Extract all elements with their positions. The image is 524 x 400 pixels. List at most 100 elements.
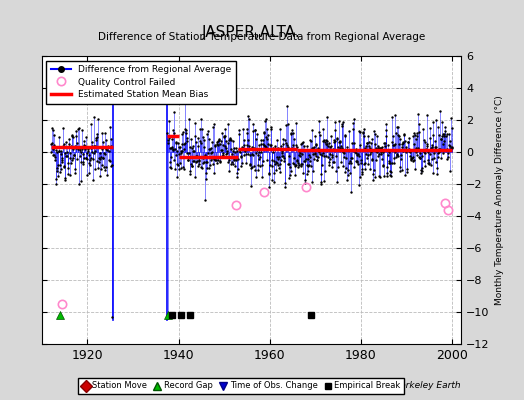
Point bbox=[404, 138, 412, 145]
Point bbox=[258, 137, 267, 143]
Point bbox=[356, 141, 364, 148]
Point bbox=[301, 177, 309, 184]
Point bbox=[428, 142, 436, 148]
Point bbox=[281, 179, 289, 186]
Point bbox=[167, 154, 175, 160]
Point bbox=[393, 124, 401, 130]
Point bbox=[69, 155, 77, 162]
Point bbox=[176, 144, 184, 150]
Point bbox=[249, 152, 258, 158]
Point bbox=[428, 144, 436, 150]
Point bbox=[339, 163, 347, 170]
Point bbox=[238, 144, 247, 150]
Point bbox=[367, 156, 376, 163]
Point bbox=[360, 161, 368, 168]
Point bbox=[58, 155, 66, 162]
Point bbox=[401, 172, 409, 179]
Point bbox=[355, 182, 364, 188]
Point bbox=[408, 147, 416, 154]
Point bbox=[294, 152, 303, 158]
Point bbox=[339, 119, 347, 126]
Point bbox=[64, 136, 73, 143]
Point bbox=[293, 158, 302, 164]
Point bbox=[87, 120, 95, 127]
Point bbox=[442, 146, 451, 153]
Point bbox=[253, 130, 261, 137]
Point bbox=[436, 155, 445, 162]
Point bbox=[167, 164, 175, 171]
Point bbox=[376, 174, 384, 180]
Point bbox=[359, 133, 368, 139]
Point bbox=[424, 160, 433, 166]
Point bbox=[101, 130, 109, 136]
Point bbox=[405, 135, 413, 141]
Point bbox=[195, 160, 204, 167]
Point bbox=[292, 162, 301, 168]
Point bbox=[288, 144, 296, 151]
Point bbox=[85, 156, 94, 163]
Point bbox=[88, 143, 96, 149]
Point bbox=[75, 146, 84, 153]
Point bbox=[322, 141, 331, 147]
Point bbox=[364, 152, 372, 158]
Point bbox=[269, 148, 277, 155]
Point bbox=[90, 143, 99, 149]
Point bbox=[421, 139, 429, 146]
Point bbox=[337, 121, 346, 127]
Point bbox=[260, 130, 269, 136]
Point bbox=[354, 153, 363, 159]
Point bbox=[376, 144, 385, 151]
Point bbox=[107, 161, 116, 168]
Point bbox=[310, 150, 319, 156]
Point bbox=[173, 162, 182, 168]
Point bbox=[423, 112, 432, 118]
Point bbox=[319, 138, 327, 145]
Point bbox=[98, 130, 106, 136]
Point bbox=[304, 168, 312, 174]
Point bbox=[298, 150, 307, 157]
Point bbox=[415, 121, 423, 128]
Point bbox=[77, 148, 85, 155]
Point bbox=[320, 178, 328, 184]
Point bbox=[364, 133, 372, 139]
Point bbox=[51, 157, 59, 163]
Point bbox=[420, 149, 429, 155]
Point bbox=[261, 116, 270, 122]
Point bbox=[199, 133, 207, 140]
Point bbox=[49, 132, 58, 139]
Point bbox=[220, 133, 228, 140]
Point bbox=[181, 91, 189, 97]
Point bbox=[424, 160, 433, 166]
Point bbox=[204, 128, 212, 135]
Point bbox=[390, 155, 398, 162]
Point bbox=[371, 130, 379, 137]
Point bbox=[244, 151, 252, 157]
Point bbox=[266, 125, 275, 132]
Point bbox=[182, 135, 191, 141]
Point bbox=[282, 142, 291, 148]
Point bbox=[218, 152, 226, 159]
Point bbox=[313, 157, 321, 164]
Point bbox=[179, 166, 188, 172]
Point bbox=[245, 152, 254, 159]
Point bbox=[205, 136, 213, 142]
Point bbox=[384, 152, 392, 158]
Point bbox=[427, 145, 435, 152]
Point bbox=[251, 126, 259, 133]
Point bbox=[178, 140, 186, 147]
Point bbox=[299, 170, 308, 177]
Point bbox=[214, 138, 222, 144]
Point bbox=[277, 157, 286, 164]
Point bbox=[259, 141, 267, 148]
Point bbox=[268, 156, 277, 163]
Point bbox=[96, 154, 105, 160]
Point bbox=[73, 145, 82, 152]
Point bbox=[224, 158, 232, 165]
Point bbox=[184, 150, 193, 156]
Point bbox=[246, 162, 254, 168]
Point bbox=[248, 150, 256, 157]
Point bbox=[291, 172, 299, 179]
Point bbox=[448, 144, 456, 150]
Point bbox=[216, 159, 224, 166]
Point bbox=[274, 155, 282, 162]
